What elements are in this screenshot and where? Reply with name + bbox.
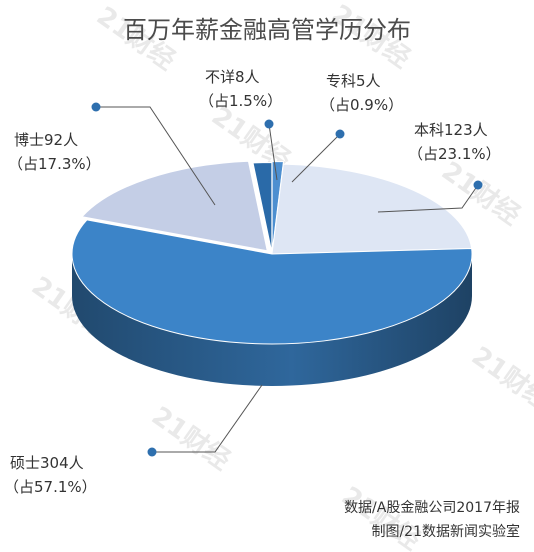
leader-line-博士: [96, 106, 216, 206]
slice-percent-不详: （占1.5%）: [199, 92, 282, 110]
leader-line-本科: [377, 184, 479, 213]
slice-label-本科: 本科123人: [414, 121, 488, 139]
pie-slice-side-硕士: [72, 254, 472, 386]
watermark-text: 21财经: [336, 480, 426, 552]
pie-tops: [71, 160, 473, 345]
pie-slice-博士: [81, 160, 268, 252]
slice-label-硕士: 硕士304人: [10, 454, 84, 472]
slice-percent-硕士: （占57.1%）: [4, 478, 97, 496]
source-note-line2: 制图/21数据新闻实验室: [371, 523, 520, 540]
watermark-text: 21财经: [466, 340, 534, 416]
pie-slice-硕士: [71, 219, 473, 345]
source-note-line1: 数据/A股金融公司2017年报: [344, 500, 520, 516]
slice-label-不详: 不详8人: [205, 68, 260, 86]
slice-percent-本科: （占23.1%）: [408, 145, 501, 163]
watermark-text: 21财经: [146, 400, 236, 476]
leader-dot-不详: [264, 119, 274, 129]
leader-dot-本科: [473, 180, 483, 190]
leader-line-不详: [268, 123, 278, 181]
chart-title: 百万年薪金融高管学历分布: [123, 16, 411, 44]
pie-slice-不详: [252, 162, 273, 253]
leader-line-专科: [291, 133, 341, 183]
leader-line-硕士: [152, 384, 263, 453]
leader-dot-硕士: [147, 447, 157, 457]
pie-slice-本科: [271, 163, 473, 255]
leader-dot-博士: [91, 102, 101, 112]
leader-lines: [91, 102, 483, 457]
slice-label-博士: 博士92人: [14, 131, 78, 149]
pie-sides: [72, 254, 472, 386]
leader-dot-专科: [335, 129, 345, 139]
slice-percent-博士: （占17.3%）: [8, 155, 101, 173]
slice-percent-专科: （占0.9%）: [320, 96, 403, 114]
slice-labels: 博士92人 （占17.3%） 硕士304人 （占57.1%） 本科123人 （占23.1%…: [4, 68, 501, 496]
slice-label-专科: 专科5人: [326, 72, 381, 90]
